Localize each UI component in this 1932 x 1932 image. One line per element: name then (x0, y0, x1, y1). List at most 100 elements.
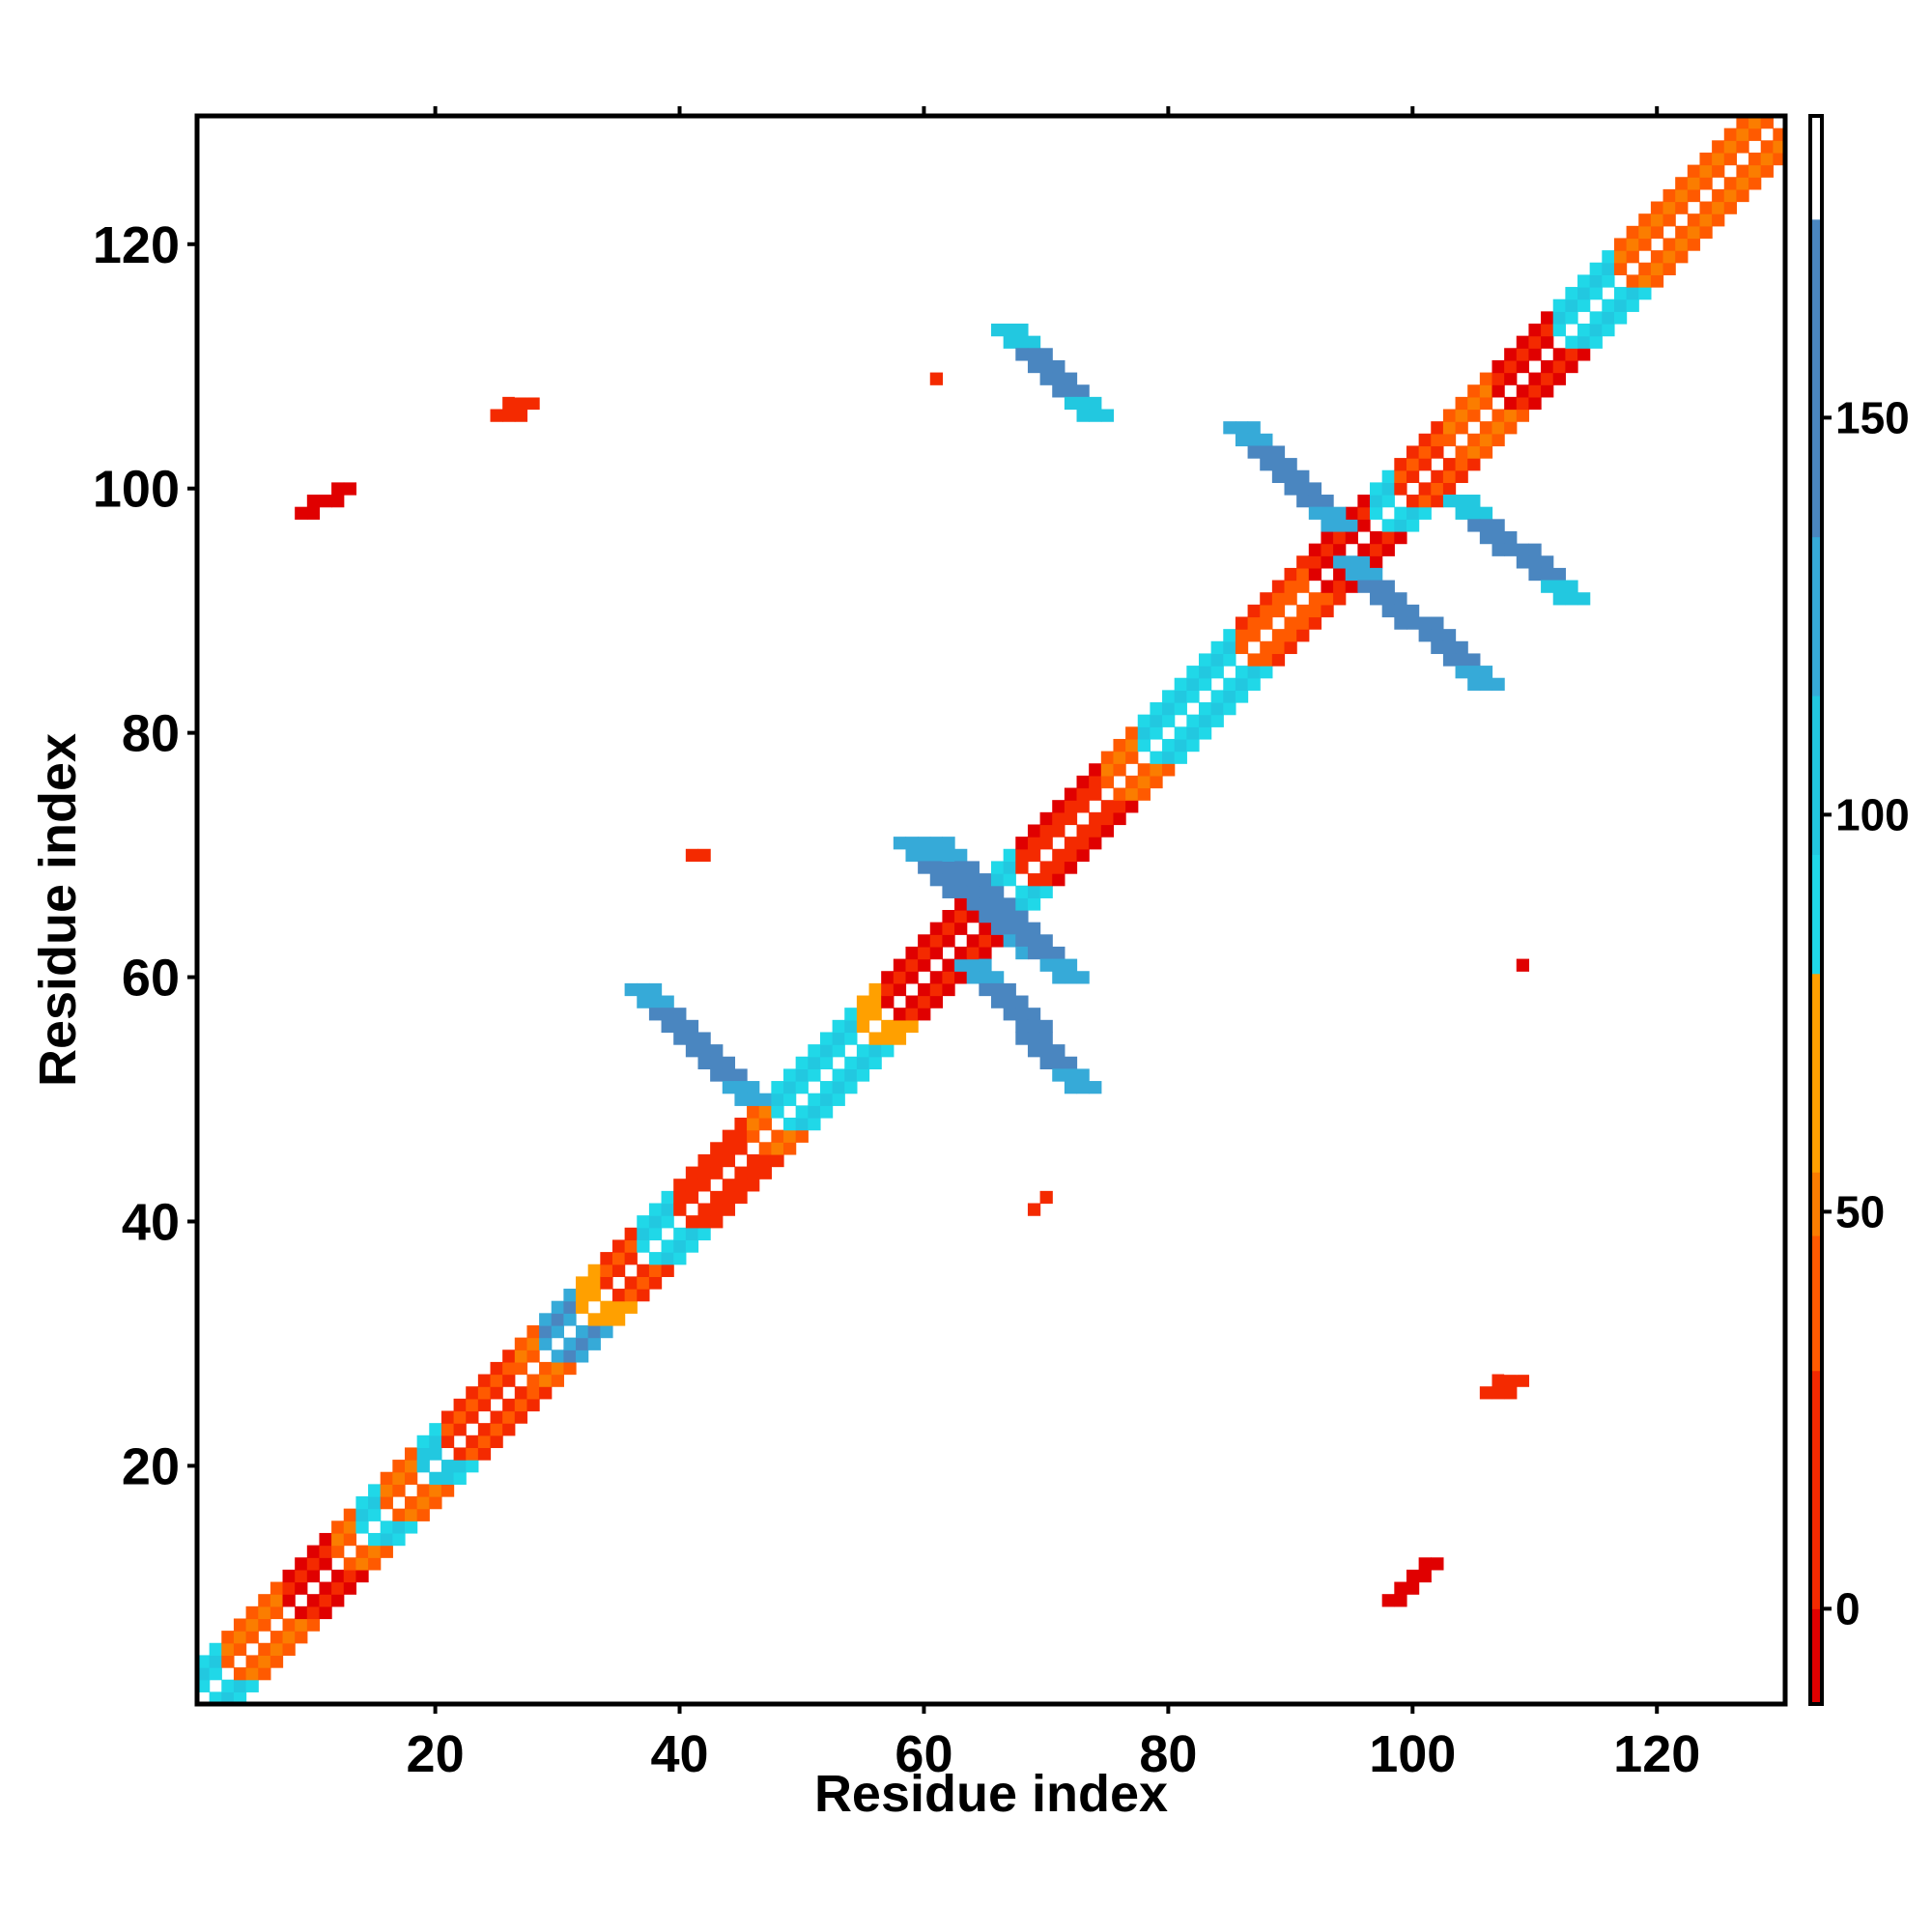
heatmap-cell (661, 1203, 674, 1216)
heatmap-cell (1357, 506, 1371, 520)
heatmap-cell (1235, 629, 1249, 642)
heatmap-cell (1125, 738, 1139, 753)
heatmap-cell (1137, 775, 1151, 789)
heatmap-cell (1467, 433, 1481, 447)
heatmap-cell (466, 1410, 479, 1424)
heatmap-cell (954, 885, 968, 898)
heatmap-cell (416, 1447, 430, 1461)
heatmap-cell (1381, 592, 1395, 606)
heatmap-cell (233, 1667, 247, 1681)
heatmap-cell (514, 1398, 528, 1412)
heatmap-cell (1345, 555, 1358, 569)
heatmap-cell (1296, 495, 1310, 508)
heatmap-cell (881, 971, 895, 984)
heatmap-cell (918, 861, 931, 874)
heatmap-cell (808, 1044, 821, 1058)
heatmap-cell (1210, 640, 1224, 655)
heatmap-cell (722, 1068, 736, 1082)
heatmap-cell (1467, 409, 1481, 422)
heatmap-cell (1003, 995, 1016, 1009)
heatmap-cell (1760, 152, 1774, 166)
heatmap-cell (611, 1300, 626, 1314)
heatmap-cell (209, 1642, 222, 1657)
heatmap-cell (1699, 177, 1713, 190)
heatmap-cell (306, 506, 321, 520)
heatmap-cell (1003, 873, 1016, 887)
heatmap-cell (282, 1618, 296, 1632)
heatmap-cell (1260, 666, 1273, 679)
heatmap-cell (1504, 543, 1518, 556)
heatmap-cell (1455, 469, 1468, 483)
heatmap-cell (1613, 311, 1628, 325)
heatmap-cell (1333, 530, 1347, 545)
heatmap-cell (673, 1239, 687, 1253)
heatmap-cell (1418, 506, 1432, 520)
heatmap-cell (429, 1423, 442, 1436)
heatmap-cell (1125, 800, 1139, 813)
heatmap-cell (1577, 274, 1591, 288)
heatmap-cell (918, 946, 931, 960)
heatmap-cell (795, 1129, 809, 1143)
heatmap-cell (1370, 506, 1383, 520)
heatmap-cell (1479, 433, 1493, 447)
heatmap-cell (1076, 971, 1090, 984)
heatmap-cell (783, 1081, 797, 1094)
heatmap-cell (685, 1179, 699, 1192)
heatmap-cell (576, 1300, 589, 1314)
heatmap-cell (245, 1605, 259, 1620)
heatmap-cell (1381, 530, 1395, 545)
heatmap-cell (404, 1471, 418, 1485)
heatmap-cell (1492, 372, 1505, 385)
colorbar-band (1810, 1236, 1822, 1372)
heatmap-cell (1394, 592, 1407, 606)
heatmap-cell (1381, 580, 1395, 593)
heatmap-cell (551, 1300, 564, 1314)
heatmap-cell (1418, 616, 1432, 630)
heatmap-cell (648, 1227, 663, 1241)
heatmap-cell (1089, 775, 1102, 789)
colorbar-band (1810, 218, 1822, 538)
heatmap-cell (1027, 922, 1041, 935)
heatmap-cell (1260, 592, 1273, 606)
heatmap-cell (551, 1324, 564, 1339)
heatmap-cell (1027, 848, 1041, 863)
heatmap-cell (563, 1350, 577, 1363)
heatmap-cell (1039, 348, 1053, 361)
heatmap-cell (685, 1239, 699, 1253)
heatmap-cell (929, 837, 944, 850)
heatmap-cell (1370, 580, 1383, 593)
heatmap-cell (1492, 1374, 1505, 1387)
heatmap-cell (893, 837, 907, 850)
heatmap-cell (1162, 714, 1176, 727)
heatmap-cell (392, 1532, 406, 1547)
heatmap-cell (795, 1117, 809, 1131)
heatmap-cell (453, 1410, 467, 1424)
heatmap-cell (1150, 714, 1163, 727)
heatmap-cell (1650, 250, 1664, 264)
heatmap-cell (991, 897, 1005, 911)
heatmap-cell (1394, 482, 1407, 496)
heatmap-cell (1541, 359, 1554, 374)
heatmap-cell (918, 958, 931, 972)
heatmap-cell (1528, 567, 1542, 582)
heatmap-cell (1271, 458, 1286, 471)
colorbar-band (1810, 1370, 1822, 1609)
heatmap-cell (587, 1337, 601, 1350)
heatmap-cell (477, 1435, 492, 1449)
heatmap-cell (747, 1117, 760, 1131)
heatmap-cell (490, 1423, 503, 1436)
heatmap-cell (1492, 409, 1505, 422)
heatmap-cell (905, 995, 919, 1009)
heatmap-cell (905, 848, 919, 863)
heatmap-cell (270, 1581, 284, 1595)
heatmap-cell (1027, 873, 1041, 887)
heatmap-cell (1235, 640, 1249, 655)
heatmap-cell (1113, 811, 1126, 826)
heatmap-cell (502, 396, 516, 411)
heatmap-cell (1479, 519, 1493, 532)
heatmap-cell (1479, 677, 1493, 691)
heatmap-cell (1577, 348, 1591, 361)
heatmap-cell (1260, 640, 1273, 655)
heatmap-cell (783, 1142, 797, 1155)
heatmap-cell (197, 1655, 211, 1668)
